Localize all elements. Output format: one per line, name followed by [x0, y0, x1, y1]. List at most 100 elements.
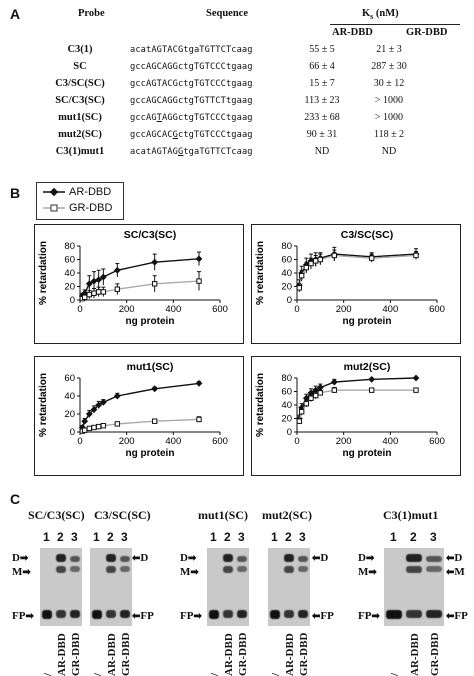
band-marker-fp: ⬅FP: [132, 610, 154, 622]
legend-ar-label: AR-DBD: [69, 186, 112, 198]
data-point-gr: [368, 387, 375, 393]
gel-band: [223, 610, 233, 618]
gr-kd-value: > 1000: [374, 95, 404, 106]
gel-image: [90, 548, 132, 626]
probe-sequence: gccAGTACGctgTGTCCCtgaag: [130, 78, 253, 89]
gel-band: [386, 610, 402, 619]
x-tick-label: 0: [77, 436, 82, 447]
gel-band: [426, 556, 442, 562]
band-label: M: [358, 566, 369, 578]
lane-number: 3: [71, 530, 78, 544]
y-axis-label: % retardation: [38, 373, 49, 437]
chart-frame-3: [34, 356, 244, 476]
probe-row: C3(1)mut1 acatAGTAGGtgaTGTTCTcaag ND ND: [30, 143, 424, 160]
legend-gr-marker: [43, 203, 65, 216]
gel-band: [106, 566, 116, 573]
chart-frame-2: [251, 224, 461, 344]
band-marker-fp: ⬅FP: [446, 610, 468, 622]
x-tick-label: 200: [336, 436, 352, 447]
y-tick-label: 0: [70, 295, 75, 306]
gel-band: [70, 556, 80, 562]
x-tick-label: 600: [212, 304, 228, 315]
probe-table: C3(1) acatAGTACGtgaTGTTCTcaag 55 ± 5 21 ± 3…: [30, 41, 424, 160]
gel-band: [237, 610, 247, 618]
data-point-gr: [151, 418, 158, 424]
data-point-gr: [317, 256, 324, 263]
probe-sequence: gccAGCACGctgTGTCCCtgaag: [130, 129, 253, 140]
lane-number: 1: [43, 530, 50, 544]
ar-kd-value: ND: [314, 146, 330, 157]
arrow-icon: ⬅: [312, 553, 321, 564]
data-point-gr: [331, 252, 338, 259]
probe-sequence: gccAGCAGGctgTGTTCTtgaag: [130, 95, 253, 106]
lane-label: AR-DBD: [409, 633, 421, 676]
gel-title-4: mut2(SC): [262, 508, 312, 522]
arrow-icon: ➡: [190, 567, 199, 578]
lane-number: 2: [224, 530, 231, 544]
chart-title: mut1(SC): [127, 361, 174, 373]
gel-band: [42, 610, 52, 619]
probe-header: Probe: [78, 8, 105, 19]
x-axis-label: ng protein: [343, 316, 392, 327]
data-point-gr: [114, 421, 121, 427]
lane-number: 3: [299, 530, 306, 544]
y-tick-label: 40: [64, 391, 75, 402]
ar-kd-value: 55 ± 5: [309, 44, 335, 55]
y-tick-label: 60: [281, 255, 292, 266]
data-point-gr: [413, 252, 419, 259]
probe-name: C3(1): [67, 44, 93, 55]
data-point-gr: [100, 423, 107, 429]
band-marker-fp: FP➡: [12, 610, 34, 622]
lane-number: 2: [57, 530, 64, 544]
lane-number: 3: [238, 530, 245, 544]
lane-label: AR-DBD: [106, 633, 118, 676]
x-tick-label: 200: [119, 436, 135, 447]
y-tick-label: 40: [281, 268, 292, 279]
legend: AR-DBD GR-DBD: [36, 182, 124, 220]
lane-label: GR-DBD: [298, 632, 310, 676]
arrow-icon: ⬅: [446, 611, 455, 622]
band-label: FP: [454, 610, 468, 622]
gel-band: [426, 566, 442, 572]
arrow-icon: ⬅: [446, 553, 455, 564]
data-point-ar: [195, 380, 203, 387]
arrow-icon: ⬅: [446, 567, 455, 578]
data-point-gr: [298, 273, 305, 279]
panel-b-letter: B: [10, 185, 21, 201]
y-tick-label: 0: [287, 427, 292, 438]
x-tick-label: 200: [119, 304, 135, 315]
lane-number: 2: [410, 530, 417, 544]
data-point-gr: [308, 260, 314, 267]
gel-band: [406, 610, 422, 618]
band-label: D: [454, 552, 463, 564]
band-marker-d: ⬅D: [132, 552, 148, 564]
y-tick-label: 0: [287, 295, 292, 306]
gel-band: [284, 554, 294, 562]
y-tick-label: 80: [281, 373, 292, 384]
arrow-icon: ⬅: [312, 611, 321, 622]
band-label: D: [320, 552, 329, 564]
probe-name: SC: [73, 61, 87, 72]
band-marker-d: D➡: [180, 552, 196, 564]
data-point-ar: [412, 374, 420, 382]
ar-kd-value: 90 ± 31: [306, 129, 338, 140]
band-label: M: [454, 566, 465, 578]
gr-kd-value: 118 ± 2: [373, 129, 405, 140]
band-label: FP: [320, 610, 334, 622]
gel-title-3: mut1(SC): [198, 508, 248, 522]
x-tick-label: 400: [382, 436, 398, 447]
lane-label: GR-DBD: [70, 632, 82, 676]
lane-number: 3: [430, 530, 437, 544]
gel-band: [237, 566, 247, 572]
gr-kd-value: 21 ± 3: [376, 44, 402, 55]
gel-band: [56, 610, 66, 618]
data-point-gr: [303, 400, 310, 407]
gel-image: [40, 548, 82, 626]
gel-band: [406, 554, 422, 562]
band-marker-fp: ⬅FP: [312, 610, 334, 622]
sequence-header: Sequence: [206, 8, 248, 19]
band-marker-d: ⬅D: [312, 552, 328, 564]
data-point-gr: [413, 387, 419, 393]
gel-band: [209, 610, 219, 619]
